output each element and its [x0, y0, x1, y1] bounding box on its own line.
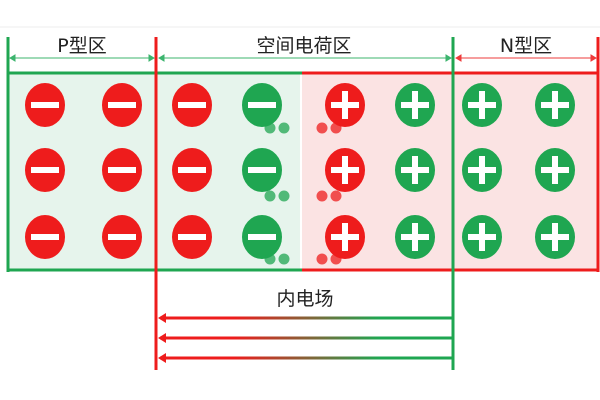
p-region-label: P型区 — [57, 35, 106, 57]
negative-ion-icon — [25, 83, 65, 127]
electron-dot — [316, 253, 328, 265]
positive-ion-icon — [325, 148, 365, 192]
positive-ion-icon — [325, 83, 365, 127]
n-region-label: N型区 — [500, 35, 552, 57]
built-in-field-arrow — [158, 333, 452, 343]
hole-dot — [278, 190, 290, 202]
negative-ion-icon — [25, 215, 65, 259]
positive-ion-icon — [395, 215, 435, 259]
built-in-field-label: 内电场 — [276, 288, 333, 310]
positive-ion-icon — [325, 215, 365, 259]
hole-dot — [264, 253, 276, 265]
electron-dot — [330, 190, 342, 202]
negative-ion-icon — [172, 215, 212, 259]
negative-ion-icon — [102, 148, 142, 192]
electron-dot — [330, 253, 342, 265]
electron-dot — [316, 122, 328, 134]
positive-ion-icon — [395, 148, 435, 192]
negative-ion-icon — [172, 148, 212, 192]
negative-ion-icon — [172, 83, 212, 127]
positive-ion-icon — [462, 215, 502, 259]
electron-dot — [330, 122, 342, 134]
positive-ion-icon — [395, 83, 435, 127]
negative-ion-icon — [102, 83, 142, 127]
hole-dot — [278, 253, 290, 265]
n-region-dimension-arrow — [455, 54, 597, 62]
hole-dot — [264, 122, 276, 134]
hole-dot — [278, 122, 290, 134]
built-in-field-arrow — [158, 353, 452, 363]
p-region-dimension-arrow — [9, 54, 155, 62]
electron-dot — [316, 190, 328, 202]
space-charge-region-label: 空间电荷区 — [256, 35, 351, 57]
hole-dot — [264, 190, 276, 202]
negative-ion-icon — [242, 148, 282, 192]
positive-ion-icon — [535, 148, 575, 192]
space-charge-dimension-arrow — [158, 54, 452, 62]
negative-ion-icon — [102, 215, 142, 259]
negative-ion-icon — [242, 215, 282, 259]
positive-ion-icon — [535, 83, 575, 127]
positive-ion-icon — [462, 148, 502, 192]
built-in-field-arrow — [158, 313, 452, 323]
positive-ion-icon — [462, 83, 502, 127]
negative-ion-icon — [25, 148, 65, 192]
negative-ion-icon — [242, 83, 282, 127]
positive-ion-icon — [535, 215, 575, 259]
